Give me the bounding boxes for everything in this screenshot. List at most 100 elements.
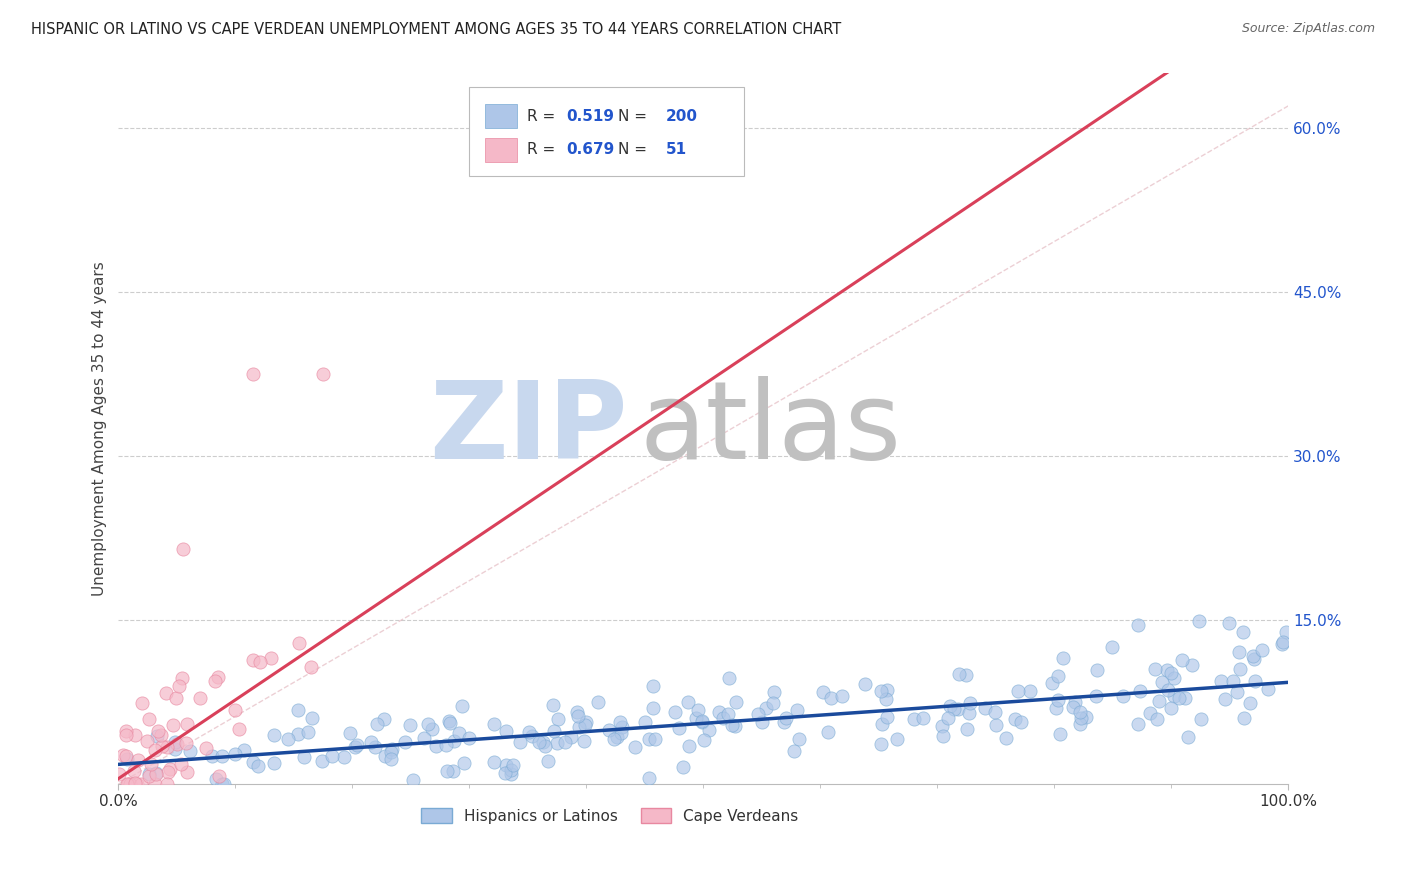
Point <box>1213 692 1236 706</box>
Point <box>157 765 180 780</box>
Point <box>453 756 475 770</box>
Point <box>855 677 877 691</box>
Point <box>156 777 179 791</box>
Point <box>1085 663 1108 677</box>
Point <box>672 760 695 774</box>
FancyBboxPatch shape <box>485 138 517 161</box>
Point <box>623 740 645 755</box>
Point <box>1045 701 1067 715</box>
Point <box>495 723 517 738</box>
Point <box>876 710 898 724</box>
Point <box>172 541 194 556</box>
Point <box>509 735 531 749</box>
Point <box>586 695 609 709</box>
Point <box>817 725 839 739</box>
Point <box>519 724 541 739</box>
Point <box>560 730 582 744</box>
Point <box>1126 617 1149 632</box>
Point <box>637 771 659 785</box>
Point <box>145 766 167 780</box>
Point <box>129 777 152 791</box>
Point <box>263 756 285 770</box>
Point <box>297 725 319 739</box>
Point <box>247 759 270 773</box>
Text: N =: N = <box>619 143 652 157</box>
Point <box>870 716 893 731</box>
Point <box>1177 731 1199 745</box>
Point <box>668 721 690 735</box>
Point <box>394 735 416 749</box>
Point <box>1163 690 1185 704</box>
Point <box>718 672 741 686</box>
Point <box>228 723 250 737</box>
Point <box>956 722 979 736</box>
Point <box>1241 648 1264 663</box>
Point <box>373 712 395 726</box>
Point <box>1222 674 1244 689</box>
Point <box>1126 717 1149 731</box>
Point <box>574 715 596 730</box>
Point <box>292 750 315 764</box>
Point <box>1171 653 1194 667</box>
Point <box>959 696 981 710</box>
Point <box>360 734 382 748</box>
Point <box>204 674 226 689</box>
Point <box>502 757 524 772</box>
Point <box>120 777 142 791</box>
Point <box>568 720 591 734</box>
Point <box>543 724 565 739</box>
Text: atlas: atlas <box>640 376 901 482</box>
Point <box>136 733 159 747</box>
Point <box>690 714 713 728</box>
Point <box>242 653 264 667</box>
Point <box>146 730 169 744</box>
Point <box>107 767 129 781</box>
Point <box>301 711 323 725</box>
Point <box>786 702 808 716</box>
Point <box>211 777 233 791</box>
Point <box>693 733 716 747</box>
Point <box>381 742 404 756</box>
Point <box>436 764 458 778</box>
Point <box>159 762 181 776</box>
Point <box>156 740 179 755</box>
Point <box>366 716 388 731</box>
Point <box>115 749 138 764</box>
Point <box>763 685 786 699</box>
Point <box>664 705 686 719</box>
Point <box>115 724 138 739</box>
Point <box>311 754 333 768</box>
Point <box>1101 640 1123 654</box>
Point <box>1229 662 1251 676</box>
Point <box>145 742 167 756</box>
Point <box>520 729 543 743</box>
Point <box>1239 696 1261 710</box>
Point <box>709 705 731 719</box>
Point <box>458 731 481 745</box>
Point <box>1129 683 1152 698</box>
Point <box>402 773 425 788</box>
Point <box>1233 710 1256 724</box>
Point <box>224 747 246 761</box>
Point <box>1160 701 1182 715</box>
Point <box>312 367 335 381</box>
Point <box>957 706 980 720</box>
Point <box>697 723 720 737</box>
Point <box>609 715 631 730</box>
Point <box>260 651 283 665</box>
Point <box>574 718 596 732</box>
Point <box>374 749 396 764</box>
Point <box>1085 690 1108 704</box>
Point <box>1257 682 1279 697</box>
Point <box>277 732 299 747</box>
Point <box>166 738 188 752</box>
Text: N =: N = <box>619 109 652 124</box>
Point <box>531 735 554 749</box>
Point <box>224 703 246 717</box>
Point <box>416 716 439 731</box>
Point <box>138 712 160 726</box>
Point <box>534 739 557 753</box>
Point <box>233 743 256 757</box>
Point <box>208 769 231 783</box>
Point <box>145 777 167 791</box>
